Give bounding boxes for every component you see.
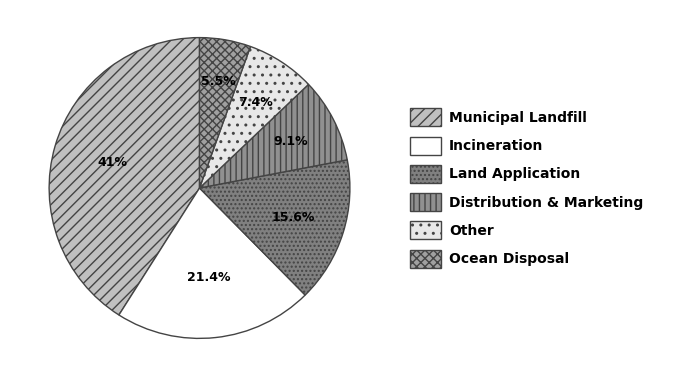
Wedge shape: [119, 188, 305, 338]
Text: 9.1%: 9.1%: [273, 135, 308, 148]
Wedge shape: [49, 38, 200, 315]
Wedge shape: [200, 84, 347, 188]
Text: 21.4%: 21.4%: [187, 271, 231, 284]
Wedge shape: [200, 160, 350, 295]
Text: 15.6%: 15.6%: [271, 211, 314, 224]
Text: 5.5%: 5.5%: [201, 75, 235, 88]
Wedge shape: [200, 47, 308, 188]
Text: 41%: 41%: [98, 156, 128, 169]
Text: 7.4%: 7.4%: [238, 96, 272, 109]
Wedge shape: [200, 38, 250, 188]
Legend: Municipal Landfill, Incineration, Land Application, Distribution & Marketing, Ot: Municipal Landfill, Incineration, Land A…: [406, 104, 647, 272]
